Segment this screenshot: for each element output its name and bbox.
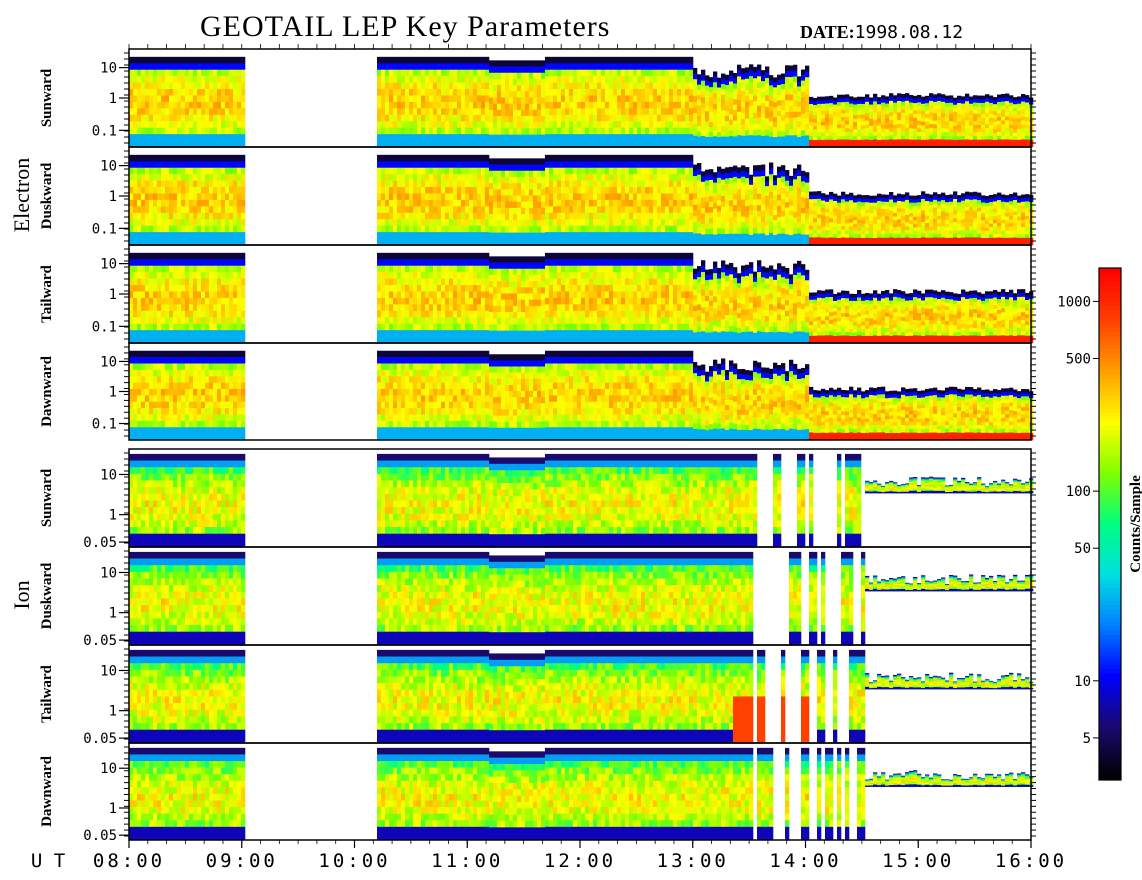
date-value: 1998.08.12 bbox=[855, 22, 963, 43]
y-tick-label: 10 bbox=[100, 761, 117, 777]
x-tick-label: 14:00 bbox=[769, 850, 841, 872]
date-label: DATE:1998.08.12 bbox=[800, 22, 963, 43]
x-tick-label: 11:00 bbox=[431, 850, 503, 872]
y-tick-label: 0.05 bbox=[83, 828, 117, 844]
colorbar-label: Counts/Sample bbox=[1128, 475, 1142, 573]
x-tick-label: 10:00 bbox=[318, 850, 390, 872]
x-tick-label: 13:00 bbox=[657, 850, 729, 872]
panel-label: Duskward bbox=[39, 562, 55, 629]
y-tick-label: 10 bbox=[100, 467, 117, 483]
y-tick-label: 1 bbox=[109, 801, 117, 817]
panel-ion-duskward: 10 1 0.05 Duskward bbox=[39, 546, 1036, 649]
colorbar-tick-label: 1000 bbox=[1057, 294, 1091, 310]
y-tick-label: 1 bbox=[109, 287, 117, 303]
y-tick-label: 10 bbox=[100, 354, 117, 370]
x-tick-label: 16:00 bbox=[995, 850, 1067, 872]
y-tick-label: 1 bbox=[109, 508, 117, 524]
colorbar-tick-label: 500 bbox=[1066, 352, 1091, 368]
x-tick-label: 12:00 bbox=[544, 850, 616, 872]
x-tick-label: 15:00 bbox=[882, 850, 954, 872]
y-tick-label: 1 bbox=[109, 91, 117, 107]
y-tick-label: 10 bbox=[100, 565, 117, 581]
y-tick-label: 1 bbox=[109, 606, 117, 622]
panel-label: Dawnward bbox=[39, 755, 55, 826]
y-tick-label: 10 bbox=[100, 61, 117, 77]
group-label-ion: Ion bbox=[9, 580, 34, 609]
y-tick-label: 0.1 bbox=[92, 319, 117, 335]
y-tick-label: 0.05 bbox=[83, 731, 117, 747]
colorbar: 1000 500 100 50 10 5 Counts/Sample bbox=[1057, 267, 1142, 781]
chart-title: GEOTAIL LEP Key Parameters bbox=[200, 10, 610, 44]
panel-label: Tailward bbox=[39, 264, 55, 322]
panel-label: Sunward bbox=[39, 68, 55, 127]
colorbar-tick-label: 10 bbox=[1074, 674, 1091, 690]
panel-ion-sunward: 10 1 0.05 Sunward bbox=[39, 448, 1036, 551]
panel-label: Duskward bbox=[39, 162, 55, 229]
ut-label: U T bbox=[31, 850, 65, 872]
y-tick-label: 1 bbox=[109, 704, 117, 720]
panel-electron-tailward: 10 1 0.1 Tailward bbox=[39, 244, 1036, 344]
y-tick-label: 0.1 bbox=[92, 417, 117, 433]
x-tick-label: 09:00 bbox=[206, 850, 278, 872]
colorbar-tick-label: 100 bbox=[1066, 484, 1091, 500]
panel-ion-dawnward: 10 1 0.05 Dawnward bbox=[39, 742, 1036, 844]
panel-electron-duskward: 10 1 0.1 Duskward bbox=[39, 146, 1036, 246]
y-tick-label: 10 bbox=[100, 159, 117, 175]
panel-label: Sunward bbox=[39, 468, 55, 527]
panel-electron-dawnward: 10 1 0.1 Dawnward bbox=[39, 342, 1036, 441]
y-tick-label: 10 bbox=[100, 257, 117, 273]
colorbar-tick-label: 50 bbox=[1074, 541, 1091, 557]
y-tick-label: 0.1 bbox=[92, 221, 117, 237]
date-prefix: DATE: bbox=[800, 22, 855, 42]
group-label-electron: Electron bbox=[9, 158, 34, 233]
panel-label: Tailward bbox=[39, 664, 55, 722]
panel-electron-sunward: 10 1 0.1 Sunward bbox=[39, 48, 1036, 148]
y-tick-label: 0.05 bbox=[83, 535, 117, 551]
x-tick-label: 08:00 bbox=[93, 850, 165, 872]
colorbar-tick-label: 5 bbox=[1083, 731, 1091, 747]
y-tick-label: 0.1 bbox=[92, 123, 117, 139]
y-tick-label: 1 bbox=[109, 385, 117, 401]
y-tick-label: 0.05 bbox=[83, 633, 117, 649]
y-tick-label: 1 bbox=[109, 189, 117, 205]
panel-label: Dawnward bbox=[39, 355, 55, 426]
y-tick-label: 10 bbox=[100, 663, 117, 679]
panel-ion-tailward: 10 1 0.05 Tailward bbox=[39, 644, 1036, 747]
